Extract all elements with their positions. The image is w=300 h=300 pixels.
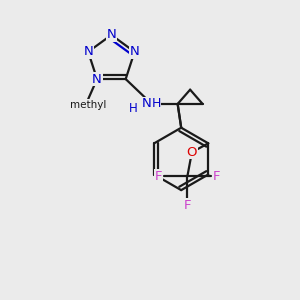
Text: N: N xyxy=(92,73,102,85)
Text: O: O xyxy=(187,146,197,159)
Text: N: N xyxy=(106,28,116,41)
Text: N: N xyxy=(130,45,140,58)
Text: methyl: methyl xyxy=(70,100,106,110)
Text: N: N xyxy=(142,98,152,110)
Text: F: F xyxy=(184,199,191,212)
Text: H: H xyxy=(128,102,137,115)
Text: F: F xyxy=(154,169,162,182)
Text: H: H xyxy=(152,98,161,110)
Text: F: F xyxy=(213,169,220,182)
Text: N: N xyxy=(83,45,93,58)
